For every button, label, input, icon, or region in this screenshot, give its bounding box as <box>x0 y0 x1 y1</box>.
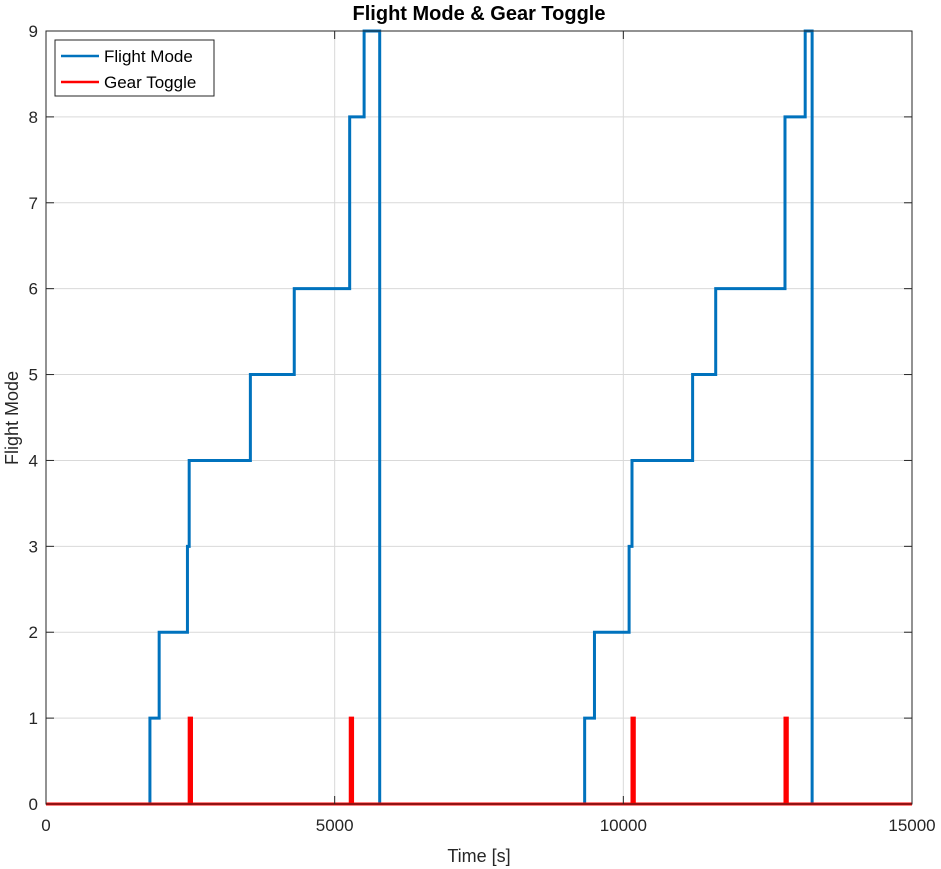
y-tick-label: 3 <box>29 537 38 556</box>
legend-box <box>54 39 215 97</box>
x-axis-label: Time [s] <box>447 846 510 866</box>
x-tick-label: 10000 <box>600 816 647 835</box>
ticks: 0 5000 10000 15000 0 1 2 3 4 5 6 7 8 9 <box>29 22 936 835</box>
y-axis-label: Flight Mode <box>2 371 22 465</box>
y-tick-label: 0 <box>29 795 38 814</box>
y-tick-label: 4 <box>29 451 38 470</box>
y-tick-label: 8 <box>29 108 38 127</box>
plot-frame <box>45 30 913 805</box>
x-tick-label: 0 <box>41 816 50 835</box>
y-tick-label: 7 <box>29 194 38 213</box>
x-tick-label: 15000 <box>888 816 935 835</box>
legend: Flight Mode Gear Toggle <box>54 39 215 97</box>
y-tick-label: 6 <box>29 280 38 299</box>
y-tick-label: 1 <box>29 709 38 728</box>
plot-area <box>46 31 912 804</box>
y-tick-label: 2 <box>29 623 38 642</box>
y-tick-label: 5 <box>29 366 38 385</box>
x-tick-label: 5000 <box>316 816 354 835</box>
chart-title: Flight Mode & Gear Toggle <box>353 3 606 25</box>
legend-label-flight-mode: Flight Mode <box>104 47 193 66</box>
legend-label-gear-toggle: Gear Toggle <box>104 73 196 92</box>
y-tick-label: 9 <box>29 22 38 41</box>
